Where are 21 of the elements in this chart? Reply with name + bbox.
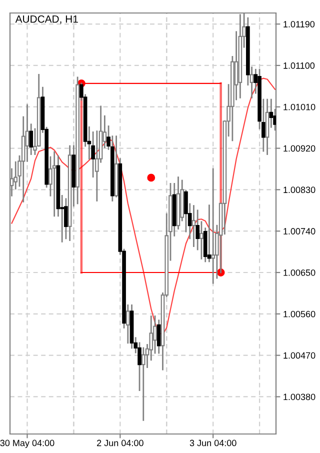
y-tick-label: 1.01010 (284, 104, 316, 110)
y-tick-label: 1.00920 (284, 145, 316, 152)
candlestick (207, 204, 212, 262)
chart-title: AUDCAD, H1 (15, 15, 78, 24)
point (147, 174, 156, 182)
y-tick-label: 1.00470 (284, 352, 316, 359)
y-tick-label: 1.00560 (284, 310, 316, 318)
y-tick-label: 1.00380 (284, 394, 316, 400)
x-tick-label: 30 May 04:00 (0, 440, 54, 448)
y-tick-label: 1.01190 (284, 21, 315, 28)
candlestick (211, 168, 215, 284)
candlestick (52, 151, 56, 217)
y-tick-label: 1.01100 (284, 62, 315, 69)
y-tick-label: 1.00650 (284, 269, 316, 276)
y-tick-label: 1.00830 (284, 186, 316, 194)
y-tick-label: 1.00740 (284, 228, 316, 234)
candlestick (200, 221, 204, 260)
x-tick-label: 3 Jun 04:00 (190, 440, 236, 446)
x-tick-label: 2 Jun 04:00 (97, 440, 144, 446)
candlestick (192, 205, 196, 247)
candlestick (141, 347, 146, 421)
